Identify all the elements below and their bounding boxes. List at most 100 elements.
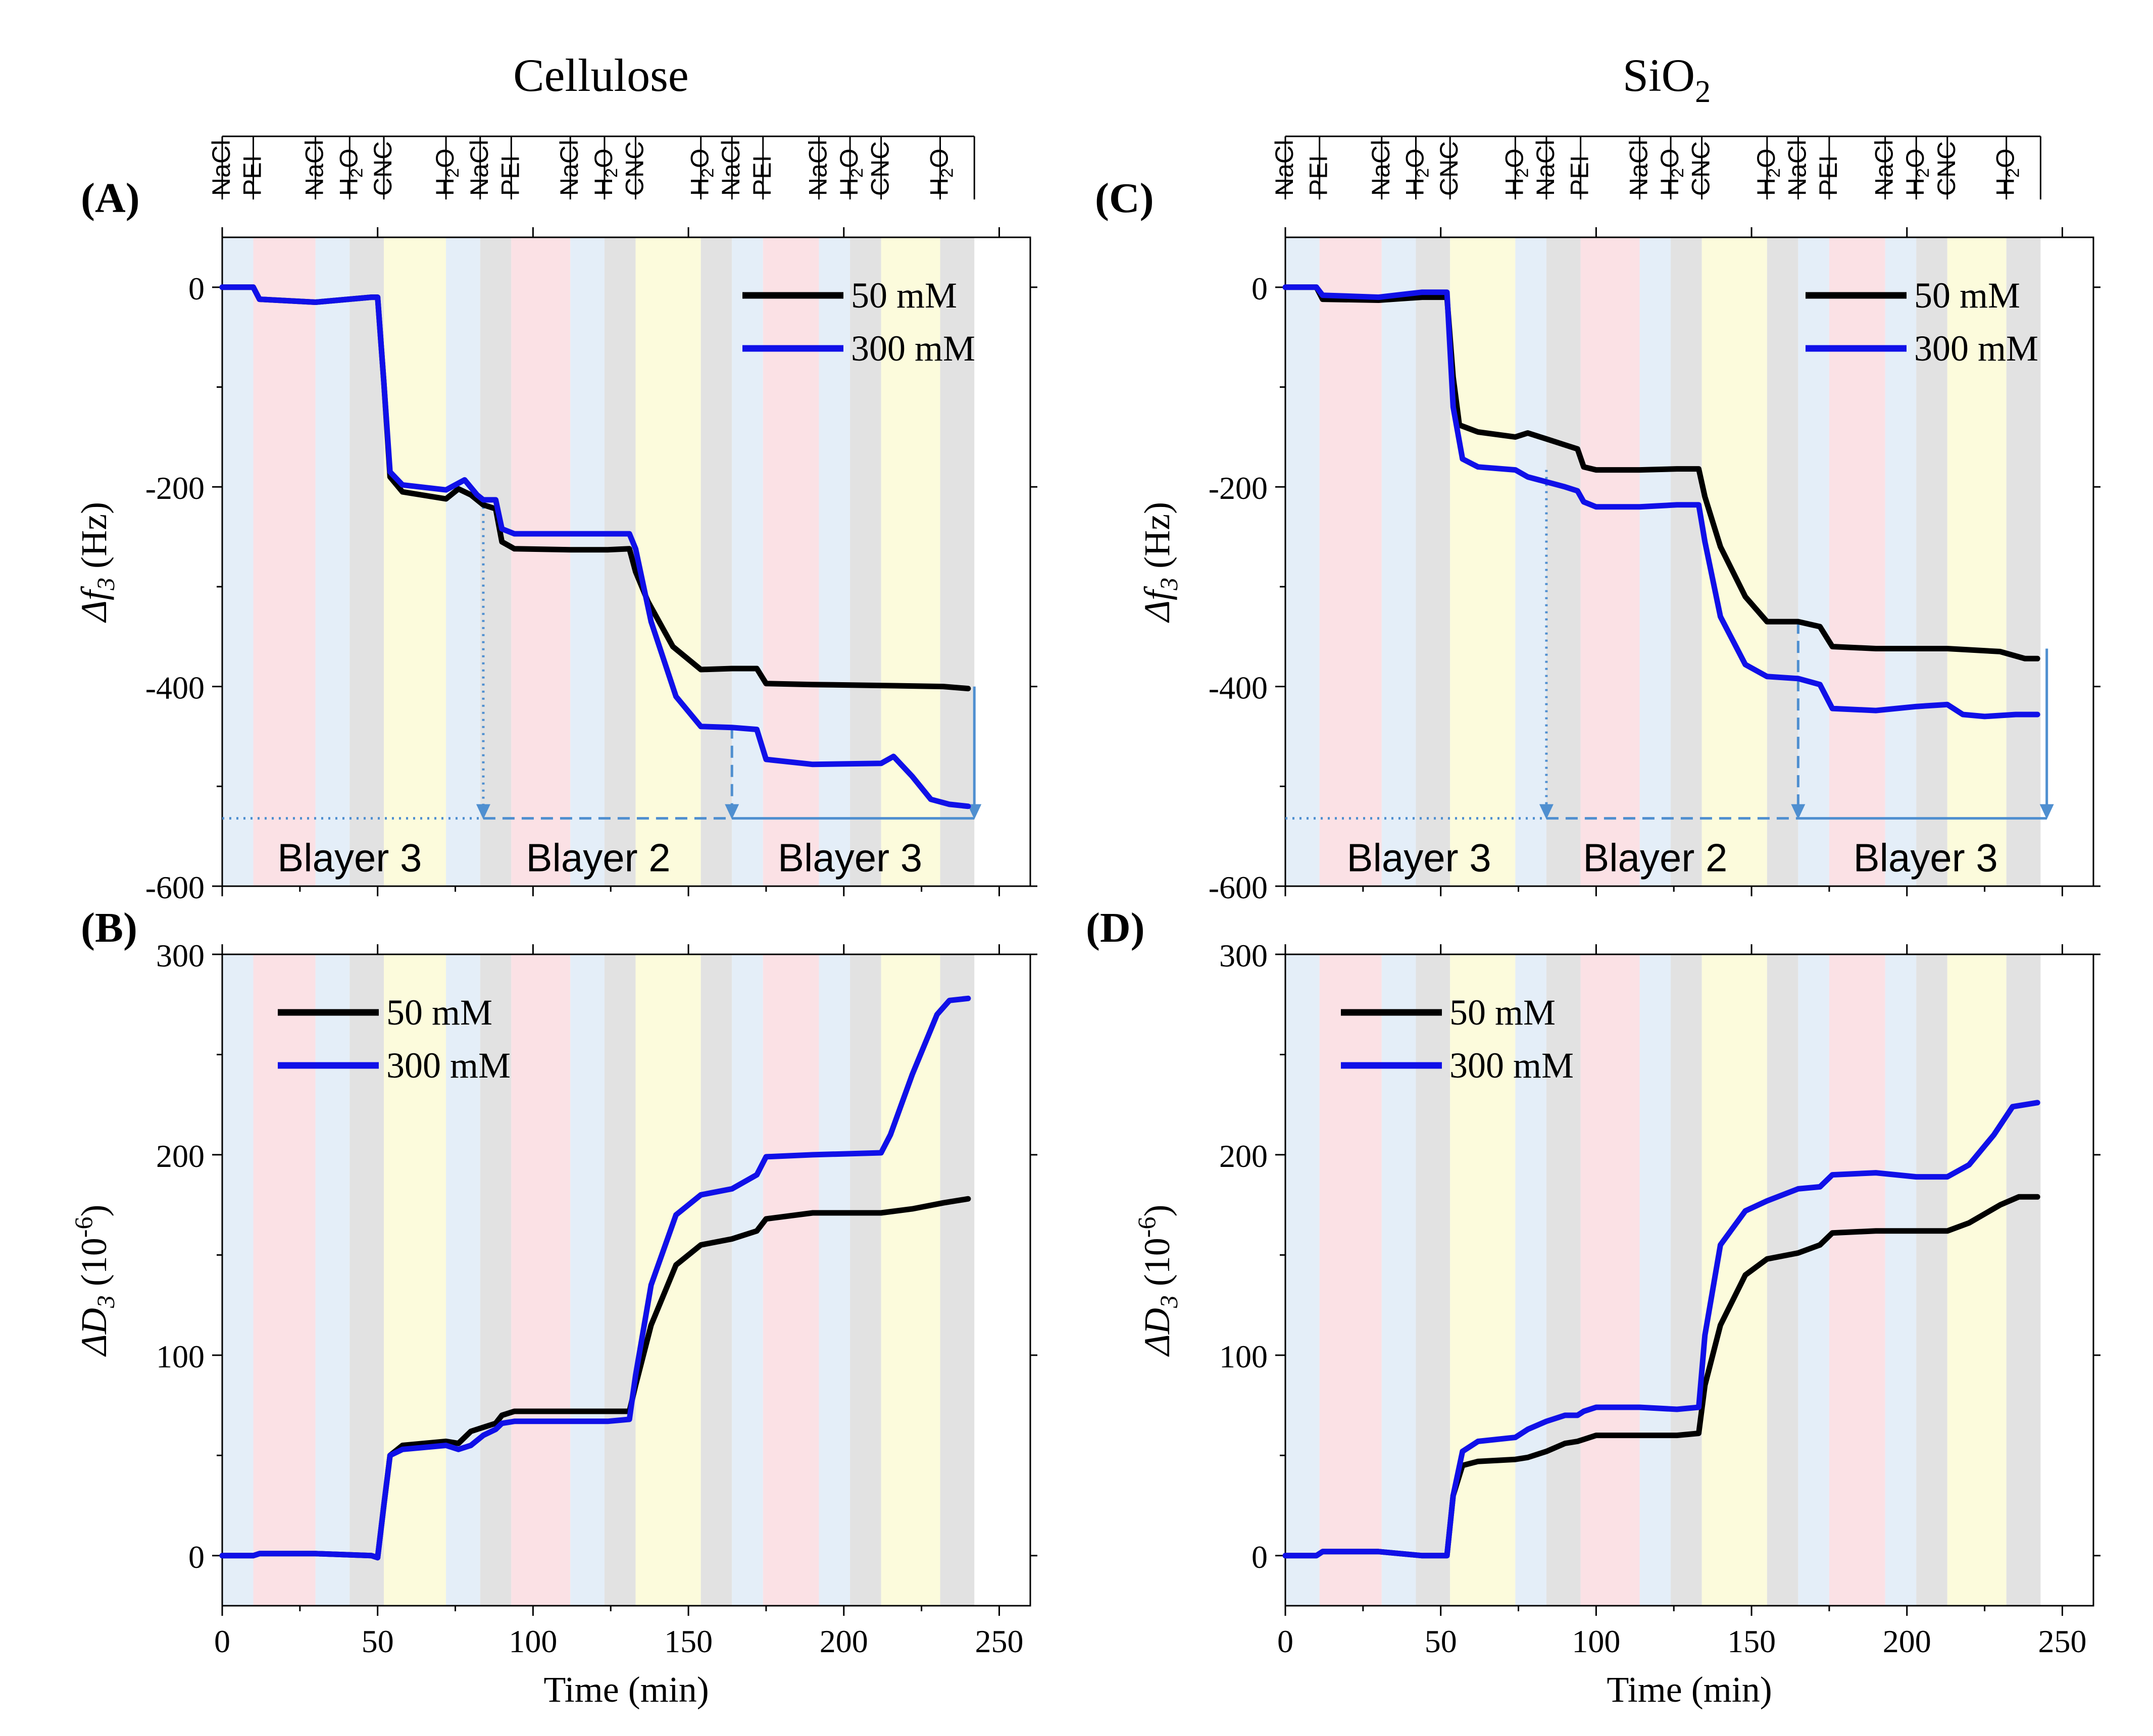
x-tick-label: 50 (1425, 1623, 1457, 1659)
phase-band-nacl (1381, 954, 1416, 1606)
phase-label-sub: 2 (1765, 168, 1784, 178)
phase-band-h2o (1767, 954, 1798, 1606)
panel-title-text: SiO (1623, 49, 1695, 101)
y-tick-label: 300 (156, 938, 205, 974)
phase-label: PEI (496, 155, 524, 196)
phase-band-nacl (1798, 954, 1829, 1606)
x-tick-label: 0 (214, 1623, 230, 1659)
phase-bands (222, 954, 975, 1606)
phase-label: H2O (1656, 148, 1687, 196)
phase-band-cnc (1947, 237, 2007, 886)
phase-label-text: NaCl (1367, 140, 1395, 196)
phase-band-h2o (940, 237, 975, 886)
phase-label: NaCl (804, 140, 832, 196)
phase-band-cnc (635, 237, 701, 886)
phase-band-nacl (222, 237, 254, 886)
phase-band-h2o (700, 237, 732, 886)
phase-label-after: O (835, 148, 863, 168)
phase-label-text: CNC (1932, 141, 1961, 196)
phase-label-sub: 2 (698, 168, 718, 178)
phase-band-nacl (315, 237, 350, 886)
series-line-300mm (219, 995, 971, 1561)
phase-label: PEI (1566, 155, 1594, 196)
phase-label-text: H (686, 178, 714, 196)
phase-label-text: NaCl (1870, 140, 1898, 196)
y-axis-label-sub: 3 (1155, 578, 1183, 591)
phase-label-text: H (835, 178, 863, 196)
phase-label-after: O (1752, 148, 1780, 168)
phase-label: NaCl (207, 140, 235, 196)
y-axis-label-unit: (Hz) (74, 502, 114, 578)
x-axis-label: Time (min) (1607, 1669, 1772, 1710)
phase-label-sub: 2 (1914, 168, 1933, 178)
legend-label: 50 mM (1914, 275, 2020, 316)
y-tick-label: -400 (145, 670, 205, 706)
x-tick-label: 100 (509, 1623, 557, 1659)
phase-label-text: CNC (1435, 141, 1463, 196)
phase-label-text: PEI (1566, 155, 1594, 196)
phase-band-nacl (1515, 237, 1546, 886)
phase-band-nacl (446, 237, 480, 886)
phase-band-pei (1580, 954, 1640, 1606)
phase-band-h2o (2006, 954, 2041, 1606)
phase-band-pei (1829, 237, 1885, 886)
phase-label: CNC (1932, 141, 1961, 196)
y-tick-label: -200 (145, 470, 205, 506)
phase-label: NaCl (1870, 140, 1898, 196)
phase-label-text: NaCl (465, 140, 493, 196)
phase-band-pei (763, 954, 819, 1606)
phase-band-h2o (1916, 954, 1947, 1606)
y-axis-label-tail: ) (74, 1205, 114, 1217)
y-axis-label-main: ΔD (74, 1308, 114, 1357)
phase-band-cnc (384, 237, 446, 886)
plot-frame (221, 236, 1031, 887)
phase-band-nacl (446, 954, 480, 1606)
phase-label: H2O (431, 148, 463, 196)
phase-band-h2o (349, 237, 384, 886)
panel-label: (D) (1086, 904, 1145, 951)
phase-label: NaCl (1270, 140, 1298, 196)
phase-label-after: O (925, 148, 954, 168)
phase-label-sub: 2 (1668, 168, 1687, 178)
x-tick-label: 250 (2038, 1623, 2086, 1659)
x-tick-label: 150 (1727, 1623, 1776, 1659)
phase-label-text: NaCl (1270, 140, 1298, 196)
series-line-300mm (1282, 284, 2040, 720)
bilayer-arrowhead (725, 804, 739, 820)
phase-label-text: H (1901, 178, 1929, 196)
phase-label-text: NaCl (301, 140, 329, 196)
phase-label: H2O (925, 148, 957, 196)
phase-band-h2o (604, 954, 636, 1606)
x-axis-label: Time (min) (543, 1669, 709, 1710)
phase-band-h2o (2006, 237, 2041, 886)
phase-label-text: NaCl (1783, 140, 1811, 196)
y-tick-label: 200 (1219, 1138, 1268, 1174)
phase-label-text: CNC (369, 141, 397, 196)
phase-label: H2O (686, 148, 718, 196)
phase-band-pei (1580, 237, 1640, 886)
y-axis-label: ΔD3 (10-6) (1132, 1205, 1183, 1357)
phase-band-nacl (570, 954, 605, 1606)
phase-label: CNC (1435, 141, 1463, 196)
phase-band-nacl (570, 237, 605, 886)
phase-label-after: O (1901, 148, 1929, 168)
bilayer-arrowhead (476, 804, 490, 820)
phase-label: PEI (1814, 155, 1842, 196)
x-tick-label: 100 (1572, 1623, 1620, 1659)
y-tick-label: -400 (1209, 670, 1268, 706)
phase-label-sub: 2 (847, 168, 867, 178)
plot-frame (1284, 236, 2094, 887)
phase-label-text: CNC (1687, 141, 1715, 196)
phase-label: H2O (835, 148, 867, 196)
phase-band-h2o (1671, 954, 1702, 1606)
phase-band-pei (253, 954, 316, 1606)
phase-label-sub: 2 (443, 168, 463, 178)
y-axis-label-unit: (10 (74, 1238, 114, 1295)
phase-label-text: PEI (1814, 155, 1842, 196)
y-tick-label: 0 (1251, 271, 1268, 307)
phase-label-sub: 2 (1513, 168, 1532, 178)
phase-bands (222, 237, 975, 886)
panel-title: SiO2 (1623, 49, 1711, 109)
y-axis-label-sub: 3 (91, 578, 120, 591)
